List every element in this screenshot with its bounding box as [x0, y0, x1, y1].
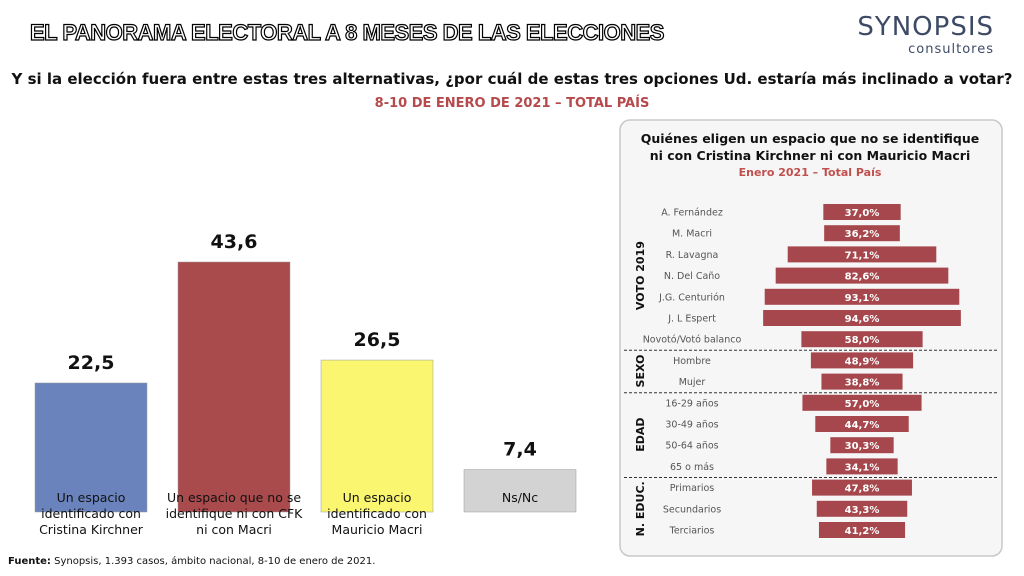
bar — [826, 458, 898, 475]
bar — [177, 261, 291, 513]
category-label: R. Lavagna — [666, 250, 719, 261]
logo-name: SYNOPSIS — [857, 12, 994, 42]
bar — [816, 500, 908, 517]
logo-subtitle: consultores — [908, 42, 994, 57]
x-tick-label: Un espacio identificado con Cristina Kir… — [39, 490, 143, 537]
category-label: 65 o más — [670, 462, 714, 473]
category-label: 30-49 años — [665, 420, 718, 431]
footer: Fuente: Synopsis, 1.393 casos, ámbito na… — [8, 556, 375, 567]
x-tick-label: Ns/Nc — [501, 490, 539, 505]
x-tick-label: Un espacio que no se identifique ni con … — [165, 490, 303, 537]
value-label: 34,1% — [845, 462, 880, 473]
bar — [787, 246, 937, 263]
value-label: 47,8% — [845, 484, 880, 495]
x-tick-label: Un espacio identificado con Mauricio Mac… — [327, 490, 427, 537]
value-label: 7,4 — [503, 439, 537, 461]
category-label: Mujer — [679, 377, 706, 388]
category-label: M. Macri — [672, 229, 712, 240]
bar — [463, 469, 577, 513]
bar — [830, 437, 894, 454]
bar — [823, 204, 901, 220]
bar — [818, 522, 906, 538]
bar — [810, 352, 914, 369]
bar — [764, 288, 960, 305]
panel-subtitle: Enero 2021 – Total País — [738, 166, 882, 179]
bar — [763, 310, 961, 326]
bar — [821, 373, 903, 390]
value-label: 41,2% — [845, 526, 880, 537]
category-label: Primarios — [670, 483, 715, 494]
category-label: Hombre — [673, 356, 711, 367]
value-label: 36,2% — [845, 229, 880, 240]
value-label: 58,0% — [845, 335, 880, 346]
value-label: 94,6% — [845, 314, 880, 325]
value-label: 71,1% — [845, 250, 880, 261]
bar — [34, 382, 148, 513]
category-label: A. Fernández — [661, 208, 723, 219]
category-label: 16-29 años — [665, 398, 718, 409]
bar — [802, 394, 922, 411]
category-label: Terciarios — [669, 526, 715, 537]
value-label: 30,3% — [845, 441, 880, 452]
panel-title: Quiénes eligen un espacio que no se iden… — [640, 131, 980, 163]
group-label: VOTO 2019 — [634, 241, 647, 310]
bar — [775, 267, 949, 284]
category-label: Novotó/Votó balanco — [643, 335, 742, 346]
value-label: 43,6 — [211, 231, 258, 253]
value-label: 82,6% — [845, 272, 880, 283]
value-label: 57,0% — [845, 399, 880, 410]
page-title: EL PANORAMA ELECTORAL A 8 MESES DE LAS E… — [29, 19, 665, 45]
value-label: 48,9% — [845, 356, 880, 367]
value-label: 37,0% — [845, 208, 880, 219]
chart-title: Y si la elección fuera entre estas tres … — [11, 70, 1013, 88]
source-text: Synopsis, 1.393 casos, ámbito nacional, … — [54, 556, 376, 567]
group-label: SEXO — [634, 355, 647, 388]
category-label: J.G. Centurión — [658, 292, 725, 303]
value-label: 44,7% — [845, 420, 880, 431]
bar — [815, 416, 909, 432]
value-label: 38,8% — [845, 378, 880, 389]
value-label: 26,5 — [354, 329, 401, 351]
bar — [812, 479, 912, 496]
value-label: 22,5 — [68, 352, 115, 374]
source-label: Fuente: — [8, 556, 51, 567]
bar — [320, 359, 434, 513]
bar — [824, 225, 900, 242]
group-label: EDAD — [634, 417, 647, 451]
value-label: 93,1% — [845, 293, 880, 304]
category-label: 50-64 años — [665, 441, 718, 452]
category-label: J. L Espert — [667, 314, 716, 325]
value-label: 43,3% — [845, 505, 880, 516]
chart-subtitle: 8-10 DE ENERO DE 2021 – TOTAL PAÍS — [374, 96, 650, 111]
category-label: N. Del Caño — [664, 271, 720, 282]
category-label: Secundarios — [663, 504, 721, 515]
group-label: N. EDUC. — [634, 481, 647, 536]
bar — [801, 331, 923, 348]
